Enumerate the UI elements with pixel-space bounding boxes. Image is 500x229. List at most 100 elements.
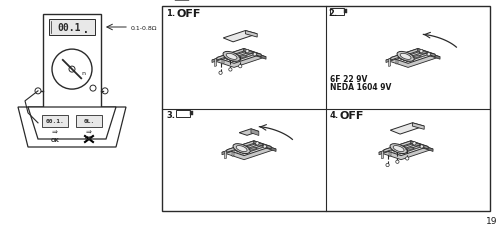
Polygon shape bbox=[18, 108, 126, 147]
Text: ⇒: ⇒ bbox=[52, 129, 58, 135]
Polygon shape bbox=[390, 123, 424, 134]
Polygon shape bbox=[232, 54, 234, 62]
Polygon shape bbox=[224, 31, 257, 43]
Text: 3.: 3. bbox=[166, 111, 175, 120]
Polygon shape bbox=[212, 50, 244, 63]
Polygon shape bbox=[222, 142, 254, 155]
Polygon shape bbox=[239, 129, 259, 136]
Polygon shape bbox=[393, 144, 419, 153]
Polygon shape bbox=[396, 145, 422, 153]
Polygon shape bbox=[411, 142, 433, 152]
Circle shape bbox=[238, 65, 242, 68]
Text: 19: 19 bbox=[486, 216, 497, 225]
Circle shape bbox=[52, 50, 92, 90]
Polygon shape bbox=[242, 146, 268, 155]
Circle shape bbox=[386, 164, 389, 167]
Polygon shape bbox=[217, 49, 244, 61]
Text: ⇒: ⇒ bbox=[86, 129, 92, 135]
Polygon shape bbox=[234, 143, 260, 152]
Circle shape bbox=[420, 50, 423, 54]
Text: 0.1-0.8Ω: 0.1-0.8Ω bbox=[131, 25, 158, 30]
Bar bbox=[190, 111, 193, 115]
Text: 6F 22 9V: 6F 22 9V bbox=[330, 75, 368, 84]
Text: NEDA 1604 9V: NEDA 1604 9V bbox=[330, 83, 392, 92]
Ellipse shape bbox=[390, 144, 407, 154]
Polygon shape bbox=[229, 53, 255, 62]
Polygon shape bbox=[386, 50, 440, 68]
Polygon shape bbox=[411, 141, 428, 149]
Text: n: n bbox=[81, 70, 85, 75]
Polygon shape bbox=[224, 151, 226, 159]
Bar bbox=[344, 10, 347, 14]
Polygon shape bbox=[239, 145, 265, 153]
Ellipse shape bbox=[393, 146, 404, 152]
Polygon shape bbox=[384, 141, 411, 153]
Polygon shape bbox=[399, 145, 401, 153]
Circle shape bbox=[219, 72, 222, 75]
Circle shape bbox=[102, 88, 108, 94]
Polygon shape bbox=[224, 51, 250, 60]
Polygon shape bbox=[238, 56, 248, 59]
Circle shape bbox=[420, 145, 424, 148]
Polygon shape bbox=[227, 141, 254, 153]
Ellipse shape bbox=[236, 146, 247, 152]
Circle shape bbox=[396, 160, 399, 164]
Ellipse shape bbox=[233, 144, 250, 154]
Polygon shape bbox=[419, 52, 428, 55]
Polygon shape bbox=[244, 49, 261, 57]
Polygon shape bbox=[412, 123, 424, 130]
Ellipse shape bbox=[223, 52, 240, 62]
Polygon shape bbox=[254, 141, 271, 149]
Text: 1.: 1. bbox=[166, 9, 175, 18]
Polygon shape bbox=[227, 141, 271, 156]
Polygon shape bbox=[413, 51, 415, 59]
Bar bbox=[76, 115, 102, 128]
Polygon shape bbox=[28, 108, 116, 139]
Polygon shape bbox=[418, 50, 440, 60]
Polygon shape bbox=[382, 151, 384, 159]
Text: OK: OK bbox=[85, 136, 93, 141]
Text: 0L.: 0L. bbox=[84, 119, 94, 124]
Polygon shape bbox=[246, 31, 257, 38]
Polygon shape bbox=[239, 51, 241, 59]
Ellipse shape bbox=[226, 54, 237, 60]
Ellipse shape bbox=[400, 54, 411, 60]
Polygon shape bbox=[398, 51, 423, 60]
Circle shape bbox=[427, 53, 430, 57]
Polygon shape bbox=[232, 54, 258, 63]
Polygon shape bbox=[390, 143, 416, 152]
Circle shape bbox=[90, 86, 96, 92]
Polygon shape bbox=[245, 52, 254, 55]
Polygon shape bbox=[251, 129, 259, 136]
Polygon shape bbox=[418, 49, 435, 57]
Polygon shape bbox=[217, 49, 261, 64]
Polygon shape bbox=[384, 141, 428, 156]
Circle shape bbox=[35, 88, 41, 94]
Polygon shape bbox=[400, 52, 426, 61]
Polygon shape bbox=[389, 149, 391, 157]
Polygon shape bbox=[248, 148, 258, 151]
Text: OFF: OFF bbox=[176, 9, 201, 19]
Polygon shape bbox=[249, 143, 251, 151]
Text: OFF: OFF bbox=[340, 111, 364, 121]
Polygon shape bbox=[255, 144, 264, 147]
Polygon shape bbox=[244, 50, 266, 60]
Polygon shape bbox=[212, 50, 266, 68]
Text: OK: OK bbox=[50, 137, 59, 142]
Polygon shape bbox=[399, 146, 425, 155]
Text: 00.1: 00.1 bbox=[58, 23, 81, 33]
Polygon shape bbox=[242, 145, 244, 153]
Polygon shape bbox=[214, 59, 216, 67]
Circle shape bbox=[256, 142, 259, 145]
Polygon shape bbox=[175, 0, 189, 1]
Polygon shape bbox=[396, 57, 398, 65]
Polygon shape bbox=[232, 149, 234, 157]
Circle shape bbox=[263, 145, 266, 148]
Polygon shape bbox=[226, 52, 252, 61]
Text: 4.: 4. bbox=[330, 111, 339, 120]
Circle shape bbox=[246, 50, 249, 54]
Text: 2.: 2. bbox=[328, 9, 337, 18]
Polygon shape bbox=[406, 54, 432, 63]
Polygon shape bbox=[412, 56, 422, 59]
Text: .: . bbox=[84, 25, 88, 35]
